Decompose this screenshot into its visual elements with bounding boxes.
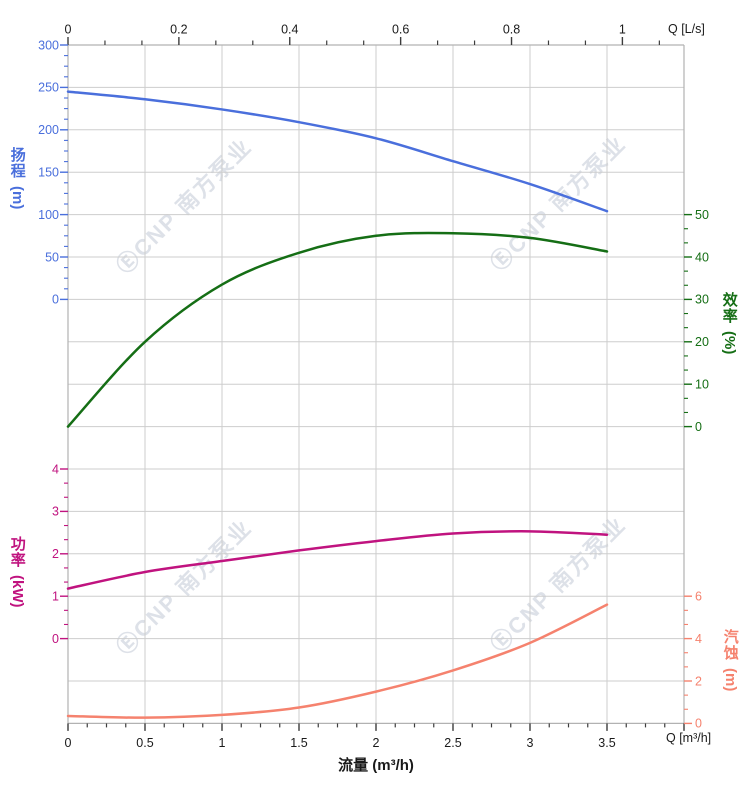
bottom-axis-tick-label: 2 <box>373 736 380 750</box>
efficiency-axis-unit: (%) <box>720 331 738 355</box>
bottom-axis-tick-label: 3 <box>527 736 534 750</box>
efficiency-axis-tick-label: 20 <box>695 335 709 349</box>
npsh-axis-title-text: 汽蚀 <box>721 629 739 661</box>
bottom-axis-title: 流量 (m³/h) <box>338 757 414 774</box>
curve-head <box>66 90 609 213</box>
efficiency-axis-title: 效率 (%) <box>720 292 738 355</box>
top-axis-unit-label: Q [L/s] <box>668 22 705 36</box>
efficiency-axis-tick-label: 50 <box>695 208 709 222</box>
power-axis-tick-label: 4 <box>52 462 59 476</box>
top-axis-tick-label: 0 <box>65 23 72 37</box>
head-axis-tick-label: 50 <box>45 250 59 264</box>
head-axis-tick-label: 0 <box>52 293 59 307</box>
efficiency-axis-title-text: 效率 <box>720 292 738 324</box>
top-axis-tick-label: 0.8 <box>503 23 520 37</box>
npsh-axis-tick-label: 4 <box>695 632 702 646</box>
npsh-axis-tick-label: 6 <box>695 590 702 604</box>
top-axis-tick-label: 0.6 <box>392 23 409 37</box>
efficiency-axis-tick-label: 30 <box>695 293 709 307</box>
power-axis-tick-label: 2 <box>52 547 59 561</box>
head-axis-tick-label: 150 <box>38 166 59 180</box>
npsh-axis-title: 汽蚀 (m) <box>721 629 739 692</box>
head-axis-tick-label: 300 <box>38 38 59 52</box>
npsh-axis-unit: (m) <box>721 668 739 692</box>
curve-npsh <box>66 603 609 719</box>
top-axis-tick-label: 0.4 <box>281 23 298 37</box>
top-axis-tick-label: 1 <box>619 23 626 37</box>
npsh-axis-tick-label: 0 <box>695 717 702 731</box>
efficiency-axis-tick-label: 40 <box>695 250 709 264</box>
bottom-axis-tick-label: 0.5 <box>136 736 153 750</box>
bottom-axis-tick-label: 3.5 <box>598 736 615 750</box>
power-axis-tick-label: 3 <box>52 505 59 519</box>
head-axis-tick-label: 200 <box>38 123 59 137</box>
bottom-axis-unit-label: Q [m³/h] <box>666 731 712 745</box>
head-axis-unit: (m) <box>8 186 26 210</box>
bottom-axis-tick-label: 0 <box>65 736 72 750</box>
head-axis-title-text: 扬程 <box>8 147 26 179</box>
power-axis-title-text: 功率 <box>8 536 26 568</box>
head-axis-title: 扬程 (m) <box>8 147 26 210</box>
bottom-axis-tick-label: 2.5 <box>444 736 461 750</box>
efficiency-axis-tick-label: 10 <box>695 378 709 392</box>
efficiency-axis-tick-label: 0 <box>695 420 702 434</box>
npsh-axis-tick-label: 2 <box>695 674 702 688</box>
power-axis-tick-label: 0 <box>52 632 59 646</box>
power-axis-tick-label: 1 <box>52 590 59 604</box>
curve-power <box>66 530 609 590</box>
power-axis-unit: (kW) <box>8 575 26 608</box>
bottom-axis-tick-label: 1.5 <box>290 736 307 750</box>
power-axis-title: 功率 (kW) <box>8 536 26 608</box>
curve-efficiency <box>66 231 609 428</box>
bottom-axis-tick-label: 1 <box>219 736 226 750</box>
head-axis-tick-label: 250 <box>38 81 59 95</box>
top-axis-tick-label: 0.2 <box>170 23 187 37</box>
head-axis-tick-label: 100 <box>38 208 59 222</box>
